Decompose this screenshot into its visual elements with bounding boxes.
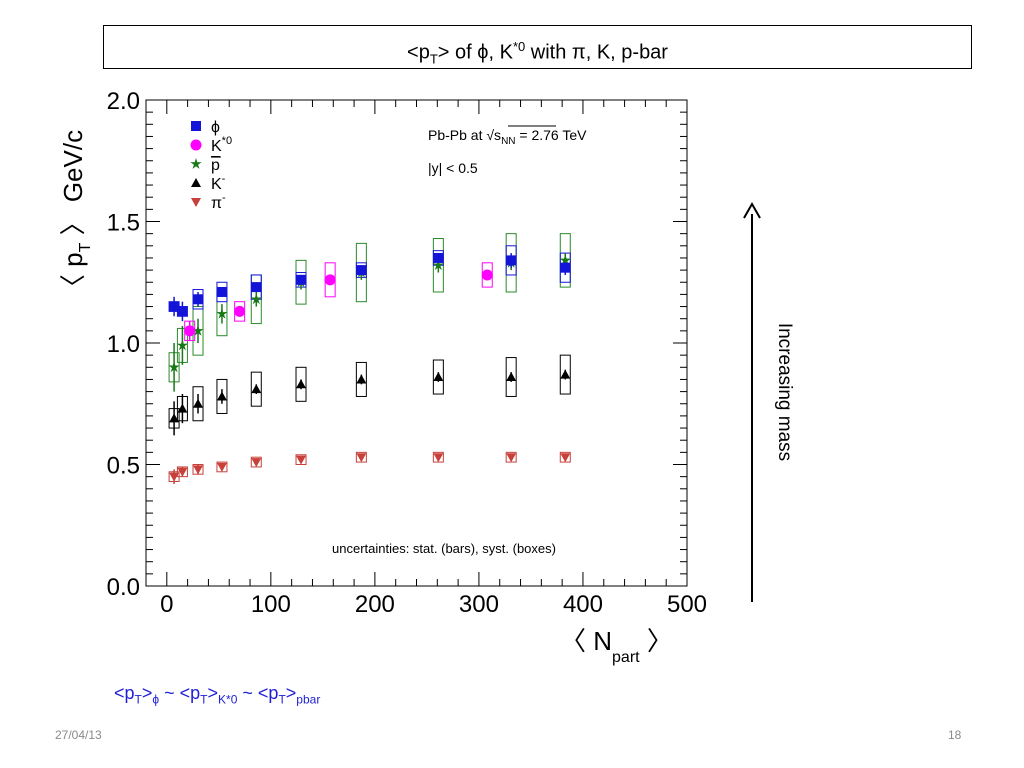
data-point: [176, 339, 189, 351]
data-point: [356, 453, 367, 463]
data-point: [506, 255, 517, 266]
data-point: [296, 379, 307, 389]
syst-box: [192, 386, 204, 422]
data-point: [296, 455, 307, 465]
data-point: [296, 274, 307, 285]
data-point: [506, 372, 517, 382]
legend-marker: [191, 121, 201, 131]
data-point: [432, 259, 445, 271]
plot-frame: [145, 99, 688, 587]
mass-arrow-head-icon: [743, 201, 761, 219]
x-tick-label: 300: [459, 591, 499, 618]
legend-marker: [190, 139, 202, 151]
legend-marker: [191, 198, 201, 207]
data-point: [559, 254, 571, 266]
syst-box: [250, 371, 262, 407]
y-tick-label: 0.5: [107, 453, 140, 480]
x-axis-label: 〈 Npart 〉: [560, 626, 673, 666]
data-point: [356, 265, 367, 276]
legend-label: p: [211, 157, 220, 174]
data-point: [184, 325, 196, 337]
legend: ϕK*0 pK-π-: [190, 119, 232, 212]
legend-marker: [190, 158, 202, 169]
data-point: [169, 472, 180, 482]
data-point: [177, 306, 188, 317]
data-point: [177, 467, 188, 477]
data-point: [481, 269, 493, 281]
legend-label: π-: [211, 192, 226, 212]
data-point: [560, 369, 571, 379]
data-point: [193, 398, 204, 408]
slide-title: <pT> of ϕ, K*0 with π, K, p-bar: [103, 25, 972, 69]
y-tick-label: 2.0: [107, 88, 140, 115]
x-tick-label: 200: [355, 591, 395, 618]
data-point: [216, 391, 227, 401]
data-point: [169, 301, 180, 312]
y-tick-label: 1.5: [107, 210, 140, 237]
syst-box: [295, 366, 307, 402]
data-point: [250, 293, 262, 305]
x-tick-label: 500: [667, 591, 707, 618]
increasing-mass-label: Increasing mass: [774, 322, 795, 462]
data-point: [560, 262, 571, 273]
data-point: [177, 403, 188, 413]
data-point: [216, 286, 227, 297]
data-point: [193, 465, 204, 475]
x-tick-label: 400: [563, 591, 603, 618]
y-tick-labels: 0.0 0.5 1.0 1.5 2.0: [107, 88, 140, 601]
data-point: [193, 294, 204, 305]
legend-marker: [191, 178, 201, 187]
summary-relation: <pT>ϕ ~ <pT>K*0 ~ <pT>pbar: [114, 683, 321, 707]
syst-boxes: [168, 233, 571, 483]
data-point: [216, 462, 227, 472]
data-point: [324, 274, 336, 286]
data-point: [234, 305, 246, 317]
annotation-uncertainties: uncertainties: stat. (bars), syst. (boxe…: [332, 541, 556, 556]
axis-ticks: [145, 99, 688, 587]
x-tick-label: 100: [251, 591, 291, 618]
x-tick-label: 0: [160, 591, 173, 618]
legend-label: K*0: [211, 135, 232, 155]
data-point: [251, 282, 262, 293]
x-tick-labels: 0 100 200 300 400 500: [160, 591, 707, 618]
annotation-rapidity: |y| < 0.5: [428, 160, 478, 176]
data-point: [216, 307, 228, 319]
syst-box: [432, 359, 444, 395]
legend-label: K-: [211, 173, 226, 193]
legend-label: ϕ: [211, 119, 220, 136]
data-markers: [168, 252, 571, 482]
data-point: [356, 374, 367, 384]
syst-box: [355, 361, 367, 397]
data-point: [192, 324, 204, 336]
y-tick-label: 1.0: [107, 331, 140, 358]
data-point: [251, 458, 262, 468]
data-point: [506, 453, 517, 463]
y-axis-label: 〈 pT 〉 GeV/c: [58, 130, 94, 300]
data-point: [169, 413, 180, 423]
data-point: [251, 384, 262, 394]
syst-box: [216, 378, 228, 414]
annotation-system: Pb-Pb at √sNN = 2.76 TeV: [428, 127, 587, 147]
data-point: [433, 453, 444, 463]
data-point: [560, 453, 571, 463]
syst-box: [505, 357, 517, 397]
data-point: [168, 361, 180, 373]
data-point: [433, 252, 444, 263]
slide-page-number: 18: [948, 728, 962, 742]
slide-date: 27/04/13: [55, 728, 102, 742]
data-point: [433, 372, 444, 382]
y-tick-label: 0.0: [107, 574, 140, 601]
syst-box: [559, 354, 571, 395]
